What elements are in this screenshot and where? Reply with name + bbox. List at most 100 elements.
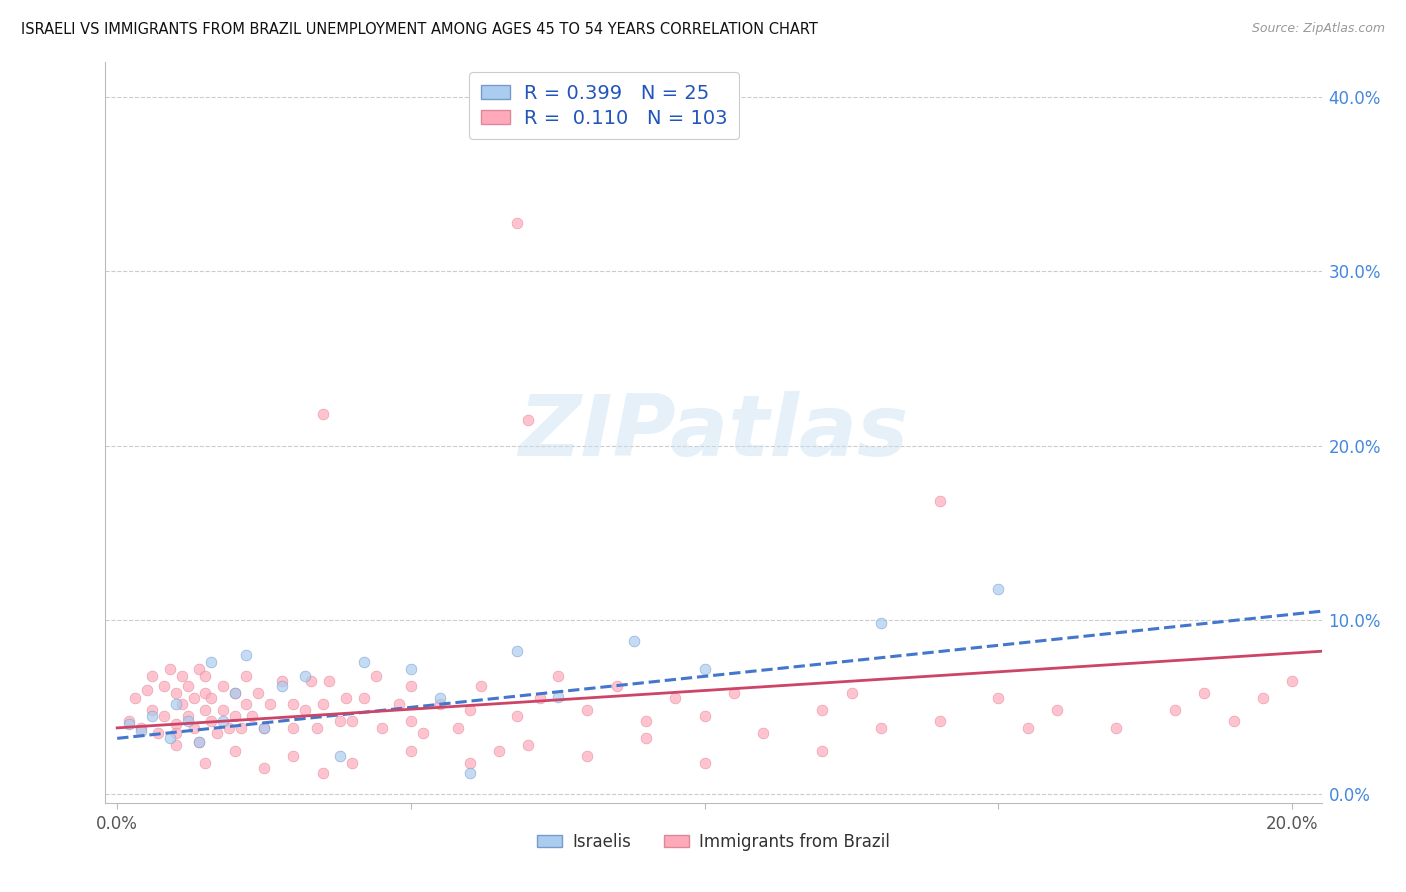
Point bbox=[183, 721, 205, 735]
Point bbox=[458, 766, 481, 780]
Point bbox=[177, 679, 200, 693]
Text: ISRAELI VS IMMIGRANTS FROM BRAZIL UNEMPLOYMENT AMONG AGES 45 TO 54 YEARS CORRELA: ISRAELI VS IMMIGRANTS FROM BRAZIL UNEMPL… bbox=[21, 22, 818, 37]
Point bbox=[165, 726, 187, 740]
Point bbox=[312, 407, 335, 421]
Point bbox=[447, 721, 470, 735]
Point bbox=[188, 735, 211, 749]
Point bbox=[399, 679, 422, 693]
Point bbox=[335, 691, 357, 706]
Text: ZIPatlas: ZIPatlas bbox=[519, 391, 908, 475]
Point bbox=[194, 756, 217, 770]
Point bbox=[294, 703, 316, 717]
Point bbox=[1281, 673, 1303, 688]
Point bbox=[517, 412, 540, 426]
Point bbox=[141, 708, 163, 723]
Point bbox=[318, 673, 340, 688]
Point bbox=[141, 703, 163, 717]
Point bbox=[212, 714, 235, 728]
Point bbox=[329, 714, 352, 728]
Point bbox=[170, 697, 193, 711]
Point bbox=[928, 714, 950, 728]
Point bbox=[517, 739, 540, 753]
Point bbox=[159, 662, 181, 676]
Point bbox=[224, 743, 246, 757]
Point bbox=[165, 697, 187, 711]
Point bbox=[194, 703, 217, 717]
Point bbox=[634, 714, 657, 728]
Point bbox=[224, 708, 246, 723]
Point bbox=[752, 726, 775, 740]
Point bbox=[224, 686, 246, 700]
Point bbox=[312, 697, 335, 711]
Point bbox=[1251, 691, 1274, 706]
Point bbox=[259, 697, 281, 711]
Point bbox=[693, 662, 716, 676]
Point bbox=[305, 721, 328, 735]
Point bbox=[606, 679, 628, 693]
Point bbox=[229, 721, 252, 735]
Point bbox=[235, 697, 257, 711]
Point bbox=[183, 691, 205, 706]
Point bbox=[200, 655, 222, 669]
Point bbox=[342, 714, 364, 728]
Point bbox=[205, 726, 228, 740]
Point bbox=[247, 686, 270, 700]
Point bbox=[506, 216, 529, 230]
Text: Source: ZipAtlas.com: Source: ZipAtlas.com bbox=[1251, 22, 1385, 36]
Point bbox=[429, 691, 451, 706]
Point bbox=[429, 697, 451, 711]
Point bbox=[177, 708, 200, 723]
Point bbox=[200, 691, 222, 706]
Point bbox=[547, 690, 569, 704]
Point bbox=[987, 582, 1010, 596]
Point bbox=[224, 686, 246, 700]
Point bbox=[270, 673, 292, 688]
Point bbox=[294, 668, 316, 682]
Point bbox=[165, 717, 187, 731]
Point bbox=[811, 743, 834, 757]
Point bbox=[253, 761, 276, 775]
Point bbox=[634, 731, 657, 746]
Point bbox=[529, 691, 551, 706]
Point bbox=[1192, 686, 1215, 700]
Point bbox=[312, 766, 335, 780]
Point bbox=[353, 655, 375, 669]
Point bbox=[353, 691, 375, 706]
Point bbox=[841, 686, 863, 700]
Point bbox=[153, 708, 176, 723]
Point bbox=[253, 721, 276, 735]
Point bbox=[370, 721, 392, 735]
Point bbox=[399, 662, 422, 676]
Point bbox=[141, 668, 163, 682]
Point bbox=[1017, 721, 1039, 735]
Point bbox=[870, 616, 893, 631]
Point bbox=[159, 731, 181, 746]
Point bbox=[283, 721, 305, 735]
Point bbox=[188, 662, 211, 676]
Point bbox=[165, 739, 187, 753]
Point bbox=[129, 724, 152, 739]
Point bbox=[1105, 721, 1128, 735]
Point bbox=[399, 714, 422, 728]
Point bbox=[623, 633, 645, 648]
Point bbox=[693, 756, 716, 770]
Point bbox=[870, 721, 893, 735]
Point bbox=[488, 743, 510, 757]
Point bbox=[235, 648, 257, 662]
Point bbox=[118, 714, 141, 728]
Point bbox=[412, 726, 434, 740]
Point bbox=[342, 756, 364, 770]
Point bbox=[240, 708, 263, 723]
Point bbox=[200, 714, 222, 728]
Point bbox=[218, 721, 240, 735]
Point bbox=[153, 679, 176, 693]
Point bbox=[664, 691, 686, 706]
Point bbox=[235, 668, 257, 682]
Point bbox=[212, 703, 235, 717]
Point bbox=[299, 673, 322, 688]
Point bbox=[283, 748, 305, 763]
Point bbox=[253, 721, 276, 735]
Point bbox=[194, 686, 217, 700]
Point bbox=[188, 735, 211, 749]
Point bbox=[693, 708, 716, 723]
